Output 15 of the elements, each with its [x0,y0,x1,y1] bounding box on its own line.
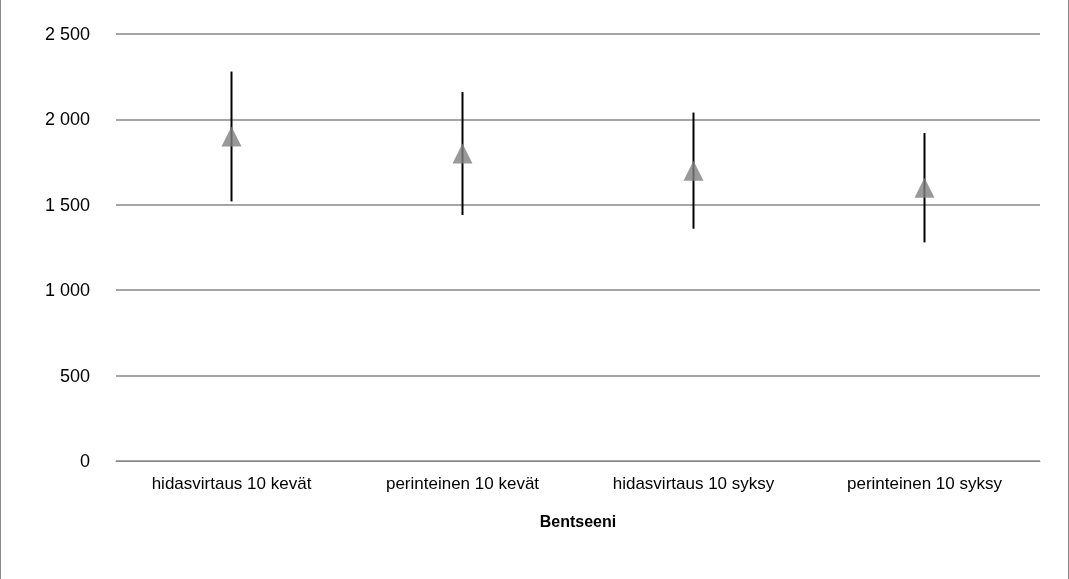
y-tick-label: 0 [79,451,90,471]
y-tick-label: 500 [59,365,90,386]
point [683,160,704,181]
x-tick-label: hidasvirtaus 10 syksy [612,474,775,493]
x-tick-label: perinteinen 10 kevät [385,474,540,493]
point [452,143,473,164]
y-tick-label: 1 000 [44,280,90,301]
y-tick-label: 2 500 [44,24,90,44]
x-tick-label: perinteinen 10 syksy [847,474,1003,493]
x-axis-title: Bentseeni [539,512,617,530]
y-tick-label: 2 000 [44,109,90,130]
point [914,177,935,198]
point [221,126,242,147]
y-tick-label: 1 500 [44,194,90,215]
x-tick-label: hidasvirtaus 10 kevät [151,474,312,493]
